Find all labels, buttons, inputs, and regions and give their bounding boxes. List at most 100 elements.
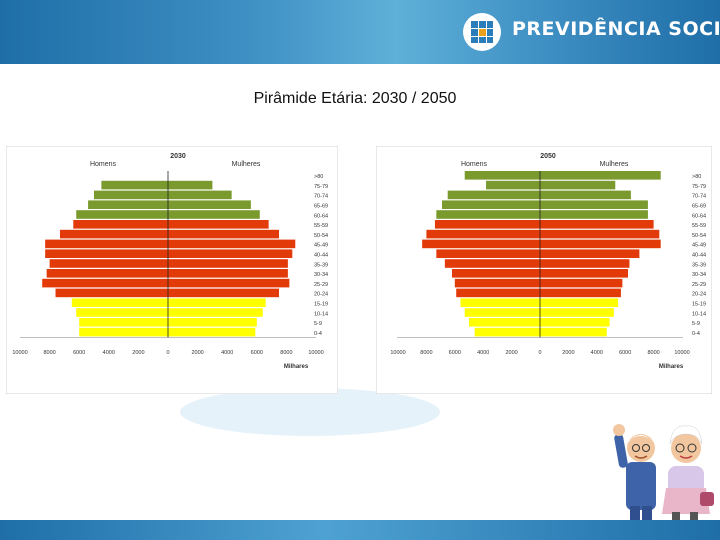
age-label: 50-54 [692,233,706,239]
bar-women-10-14 [168,308,263,317]
bar-women-40-44 [540,249,640,258]
bar-men-45-49 [422,239,540,249]
x-tick-label: 2000 [132,350,144,356]
bar-men-25-29 [454,278,540,288]
age-label: 55-59 [314,223,328,229]
bar-women-70-74 [540,190,631,200]
bar-men-30-34 [451,269,540,278]
x-tick-label: 10000 [308,350,323,356]
bar-men-35-39 [49,259,168,268]
x-tick-label: 10000 [674,350,689,356]
brand-name: PREVIDÊNCIA SOCIAL [512,18,720,40]
age-label: 45-49 [314,243,328,249]
x-tick-label: 6000 [251,350,263,356]
age-label: 5-9 [314,321,322,327]
x-tick-label: 10000 [390,350,405,356]
pyramid-2050-svg: 2050 Homens Mulheres Milhares >80 75-79 70… [375,145,713,395]
bar-women-45-49 [540,239,661,249]
bar-men-40-44 [45,249,168,258]
bar-men->80 [464,171,540,180]
bar-men-40-44 [436,249,540,258]
bar-men-70-74 [447,190,540,200]
age-label: 10-14 [314,311,328,317]
bar-women-50-54 [540,229,660,239]
bar-men-50-54 [426,229,540,239]
bar-women-15-19 [540,298,619,307]
bar-men-75-79 [486,180,540,190]
pyramid-chart-2050: 2050 Homens Mulheres Milhares >80 75-79 70… [375,145,713,399]
x-tick-label: 8000 [647,350,659,356]
bar-women-5-9 [540,318,610,327]
bar-women-35-39 [168,259,288,268]
page-title-text: Pirâmide Etária: 2030 / 2050 [253,90,457,107]
previdencia-logo-icon [463,13,501,51]
age-label: 55-59 [692,223,706,229]
bar-women-30-34 [540,269,629,278]
bar-women-45-49 [168,239,296,249]
x-tick-label: 4000 [221,350,233,356]
age-label: 40-44 [314,253,328,259]
bar-women-20-24 [168,288,279,298]
bar-men-5-9 [469,318,540,327]
header-bar: PREVIDÊNCIA SOCIAL [0,0,720,64]
pyramid-2030-svg: 2030 Homens Mulheres Milhares >80 75-79 70… [5,145,339,395]
bar-women-60-64 [168,210,260,219]
age-label: 35-39 [314,262,328,268]
bar-men-5-9 [79,318,168,327]
bar-women-70-74 [168,190,232,200]
bar-men-55-59 [73,220,168,229]
bar-men-10-14 [464,308,540,317]
age-label: 35-39 [692,262,706,268]
x-tick-label: 2000 [562,350,574,356]
x-tick-label: 6000 [449,350,461,356]
x-tick-label: 10000 [12,350,27,356]
age-label: 0-4 [692,331,700,337]
bar-women-25-29 [540,278,623,288]
age-label: 40-44 [692,253,706,259]
x-tick-label: 4000 [103,350,115,356]
x-tick-label: 0 [538,350,541,356]
x-tick-label: 2000 [191,350,203,356]
age-label: 25-29 [314,282,328,288]
bar-women-35-39 [540,259,630,268]
pyramid-chart-2030: 2030 Homens Mulheres Milhares >80 75-79 70… [5,145,339,399]
x-tick-label: 0 [166,350,169,356]
bar-women-0-4 [168,327,256,337]
bar-women->80 [540,171,661,180]
bar-men-55-59 [434,220,540,229]
bar-men-45-49 [45,239,168,249]
age-label: 45-49 [692,243,706,249]
age-label: 60-64 [692,213,706,219]
x-tick-label: 6000 [619,350,631,356]
age-label: 15-19 [692,302,706,308]
bar-men-25-29 [42,278,169,288]
age-label: 65-69 [692,204,706,210]
bar-women-65-69 [168,200,251,209]
bar-men-15-19 [71,298,168,307]
x-tick-label: 4000 [591,350,603,356]
bar-men-50-54 [59,229,168,239]
bar-women-0-4 [540,327,607,337]
left-label: Homens [90,161,117,168]
bar-women-55-59 [168,220,269,229]
right-label: Mulheres [600,161,629,168]
bar-women-75-79 [168,180,213,190]
bar-women-60-64 [540,210,648,219]
age-label: >80 [692,174,701,180]
left-label: Homens [461,161,488,168]
page-title: Pirâmide Etária: 2030 / 2050 [0,90,720,108]
age-label: 50-54 [314,233,328,239]
age-label: 15-19 [314,302,328,308]
bar-women-15-19 [168,298,266,307]
bar-men-0-4 [474,327,540,337]
x-axis-label: Milhares [659,364,684,370]
age-label: 20-24 [314,292,328,298]
decorative-wave [180,388,440,436]
age-label: 75-79 [692,184,706,190]
age-label: 5-9 [692,321,700,327]
bar-men-60-64 [436,210,540,219]
bar-men-30-34 [46,269,168,278]
age-label: 25-29 [692,282,706,288]
x-tick-label: 8000 [420,350,432,356]
bar-men-65-69 [88,200,168,209]
